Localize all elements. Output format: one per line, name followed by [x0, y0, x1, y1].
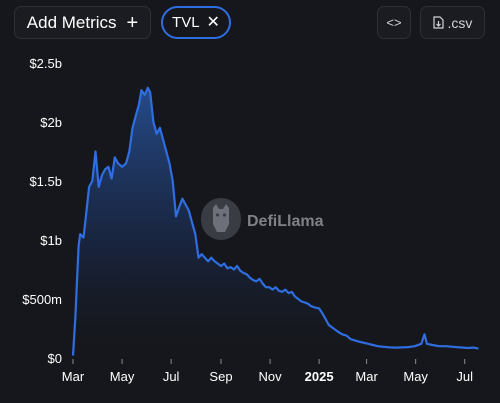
- embed-code-button[interactable]: <>: [377, 6, 411, 39]
- add-metrics-button[interactable]: Add Metrics +: [14, 6, 151, 39]
- y-tick-label: $0: [48, 351, 62, 366]
- x-axis: Mar May Jul Sep Nov 2025 Mar May Jul: [62, 359, 473, 384]
- x-tick-label: Sep: [209, 369, 232, 384]
- add-metrics-label: Add Metrics: [26, 12, 117, 32]
- tvl-chip-label: TVL: [172, 14, 200, 31]
- x-tick-label: Jul: [163, 369, 180, 384]
- tvl-metric-chip[interactable]: TVL ✕: [161, 6, 231, 39]
- x-tick-label: 2025: [305, 369, 334, 384]
- watermark-text: DefiLlama: [247, 213, 324, 230]
- y-tick-label: $500m: [22, 292, 62, 307]
- csv-label: .csv: [447, 14, 473, 31]
- toolbar: Add Metrics + TVL ✕ <> .csv: [0, 0, 500, 46]
- x-tick-label: Mar: [355, 369, 378, 384]
- y-axis: $0 $500m $1b $1.5b $2b $2.5b: [22, 56, 62, 366]
- plus-icon: +: [126, 11, 139, 34]
- tvl-series-line: [71, 86, 479, 356]
- y-tick-label: $2b: [40, 115, 62, 130]
- download-file-icon: [432, 16, 444, 29]
- llama-logo: [201, 198, 241, 240]
- y-tick-label: $2.5b: [29, 56, 62, 71]
- download-csv-button[interactable]: .csv: [420, 6, 485, 39]
- x-tick-label: Mar: [62, 369, 85, 384]
- y-tick-label: $1.5b: [29, 174, 62, 189]
- x-tick-label: Nov: [259, 369, 283, 384]
- code-icon: <>: [386, 15, 402, 30]
- tvl-area-fill: [73, 87, 479, 359]
- x-tick-label: Jul: [456, 369, 473, 384]
- x-tick-label: May: [110, 369, 135, 384]
- close-icon[interactable]: ✕: [206, 13, 220, 31]
- watermark: DefiLlama: [201, 198, 324, 240]
- y-tick-label: $1b: [40, 233, 62, 248]
- x-tick-label: May: [403, 369, 428, 384]
